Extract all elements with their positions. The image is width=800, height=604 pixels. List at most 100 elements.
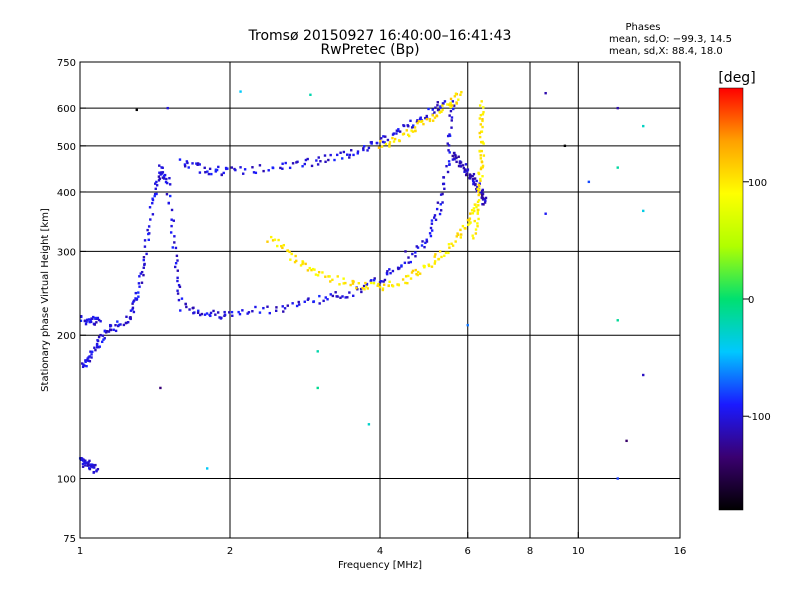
data-point xyxy=(480,166,483,169)
data-point xyxy=(316,274,320,277)
phases-title: Phases xyxy=(625,22,660,33)
data-point xyxy=(449,101,452,105)
x-tick-label: 10 xyxy=(572,546,585,557)
data-point xyxy=(459,93,462,96)
data-point xyxy=(147,225,151,228)
data-point xyxy=(385,272,389,276)
data-point xyxy=(409,277,413,280)
data-point xyxy=(453,158,456,161)
data-point xyxy=(479,177,482,181)
data-point xyxy=(418,272,422,275)
data-point xyxy=(404,281,407,285)
y-tick-label: 500 xyxy=(57,142,76,153)
data-point xyxy=(466,323,469,327)
data-point xyxy=(167,202,170,205)
data-point xyxy=(451,244,455,247)
data-point xyxy=(473,177,477,180)
data-point xyxy=(381,140,385,144)
data-point xyxy=(452,107,455,111)
data-point xyxy=(416,246,420,249)
data-point xyxy=(378,281,382,284)
data-point xyxy=(143,245,147,248)
data-point xyxy=(407,134,411,138)
data-point xyxy=(145,252,148,256)
data-point xyxy=(366,149,369,152)
data-point xyxy=(336,295,339,298)
data-point xyxy=(306,269,310,272)
data-point xyxy=(459,161,463,164)
data-point xyxy=(268,311,271,315)
data-point xyxy=(139,272,142,275)
data-point xyxy=(138,275,141,278)
data-point xyxy=(370,279,373,282)
data-point xyxy=(400,264,403,267)
data-point xyxy=(273,238,277,241)
data-point xyxy=(303,162,306,166)
data-point xyxy=(447,251,450,255)
data-point xyxy=(451,100,455,103)
data-point xyxy=(170,208,174,212)
data-point xyxy=(430,265,434,268)
data-point xyxy=(119,323,122,326)
data-point xyxy=(439,105,442,108)
data-point xyxy=(200,312,204,316)
data-point xyxy=(342,282,345,285)
data-point xyxy=(381,288,385,292)
data-point xyxy=(129,317,132,320)
data-point xyxy=(158,164,161,167)
data-point xyxy=(480,100,483,103)
data-point xyxy=(99,320,102,323)
data-point xyxy=(443,187,446,191)
data-point xyxy=(352,280,355,283)
data-point xyxy=(205,467,209,470)
data-point xyxy=(88,464,91,467)
data-point xyxy=(448,133,451,136)
data-point xyxy=(231,314,234,317)
data-point xyxy=(168,183,172,186)
x-axis-label: Frequency [MHz] xyxy=(338,560,422,571)
data-point xyxy=(282,243,285,247)
data-point xyxy=(478,131,481,135)
data-point xyxy=(216,311,220,314)
data-point xyxy=(463,170,466,173)
data-point xyxy=(477,199,481,202)
data-point xyxy=(407,274,410,278)
data-point xyxy=(223,313,227,317)
data-point xyxy=(616,166,619,169)
data-point xyxy=(243,168,247,171)
data-point xyxy=(295,304,299,308)
data-point xyxy=(393,137,397,141)
data-point xyxy=(196,163,199,166)
data-point xyxy=(147,238,150,242)
data-point xyxy=(459,236,463,239)
data-point xyxy=(143,239,147,242)
data-point xyxy=(478,104,482,107)
data-point xyxy=(432,216,436,219)
data-point xyxy=(406,124,409,127)
data-point xyxy=(286,304,289,307)
data-point xyxy=(382,280,385,283)
data-point xyxy=(91,350,94,353)
data-point xyxy=(324,296,327,299)
data-point xyxy=(362,284,366,288)
data-point xyxy=(456,232,459,235)
data-point xyxy=(388,143,391,146)
data-point xyxy=(318,294,321,298)
data-point xyxy=(455,235,458,238)
data-point xyxy=(291,162,295,165)
data-point xyxy=(281,246,284,250)
data-point xyxy=(197,309,200,313)
data-point xyxy=(276,244,279,248)
data-point xyxy=(416,121,419,125)
data-point xyxy=(472,207,476,210)
data-point xyxy=(391,136,394,140)
data-point xyxy=(100,340,104,344)
data-point xyxy=(359,287,363,291)
x-tick-label: 6 xyxy=(465,546,471,557)
data-point xyxy=(476,186,479,189)
data-point xyxy=(85,364,88,368)
data-point xyxy=(176,276,179,280)
data-point xyxy=(433,260,437,263)
data-point xyxy=(434,253,437,256)
data-point xyxy=(392,140,396,143)
